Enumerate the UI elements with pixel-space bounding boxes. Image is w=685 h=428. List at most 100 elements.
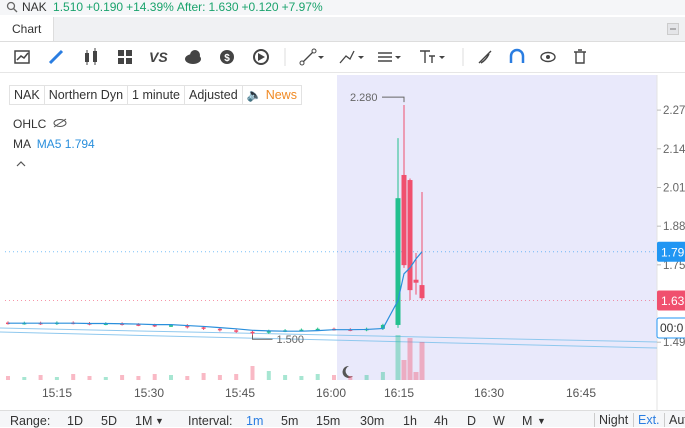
range-button[interactable]: 1M — [135, 414, 153, 428]
volume-bar — [348, 376, 353, 380]
countdown: 00:0 — [660, 321, 684, 335]
volume-bar — [87, 376, 92, 380]
volume-bar — [401, 360, 407, 380]
annotation-line — [252, 335, 273, 340]
collapse-icon[interactable] — [15, 160, 27, 168]
mode-button[interactable]: Ext. — [633, 413, 660, 427]
legend-news[interactable]: 🔈 News — [241, 85, 302, 105]
symbol: NAK — [22, 0, 47, 14]
chart-tab[interactable]: Chart — [0, 17, 55, 41]
price: 1.510 — [53, 0, 84, 14]
legend: NAK Northern Dyn 1 minute Adjusted 🔈 New… — [9, 85, 302, 105]
interval-button[interactable]: 1m — [246, 414, 264, 428]
replay-icon[interactable] — [253, 49, 269, 65]
price-tag — [657, 290, 685, 311]
ma-row: MA MA5 1.794 — [13, 137, 95, 151]
volume-bar — [185, 376, 190, 380]
interval-button[interactable]: 1h — [403, 414, 417, 428]
ma5-line — [8, 251, 423, 332]
quote-bar: NAK 1.510 +0.190 +14.39% After: 1.630 +0.120 +… — [0, 0, 685, 15]
candle-body — [299, 329, 304, 332]
interval-button[interactable]: 30m — [360, 414, 385, 428]
ohlc-label: OHLC — [13, 117, 47, 131]
legend-name[interactable]: Northern Dyn — [43, 85, 129, 105]
night-icon — [342, 365, 353, 378]
minimize-button[interactable] — [667, 23, 679, 35]
interval-button[interactable]: 4h — [434, 414, 448, 428]
after-label: After: — [176, 0, 206, 14]
magnet-tool[interactable] — [509, 48, 525, 63]
candle-body — [169, 325, 173, 327]
x-tick-label: 15:45 — [225, 386, 255, 400]
hide-icon[interactable] — [53, 118, 67, 128]
volume-bar — [120, 375, 125, 380]
volume-bar — [136, 376, 141, 380]
candle-body — [136, 324, 141, 326]
interval-button[interactable]: D — [467, 414, 477, 428]
range-label: Range: — [10, 414, 51, 428]
draw-icon[interactable] — [48, 49, 64, 65]
candle-body — [395, 198, 401, 325]
annotation-label: 1.500 — [277, 334, 305, 346]
interval-button[interactable]: M — [522, 414, 533, 428]
volume-bar — [54, 377, 59, 380]
layout-icon[interactable] — [118, 50, 132, 64]
volume-bar — [332, 375, 336, 380]
brush-tool[interactable] — [478, 50, 492, 64]
dropdown-arrow[interactable]: ▼ — [155, 416, 164, 426]
x-tick-label: 16:00 — [316, 386, 346, 400]
path-tool[interactable] — [339, 50, 364, 64]
legend-adjust[interactable]: Adjusted — [184, 85, 243, 105]
cloud-icon[interactable] — [185, 50, 201, 64]
compare-button[interactable]: VS — [149, 49, 168, 65]
legend-interval[interactable]: 1 minute — [127, 85, 185, 105]
interval-button[interactable]: 15m — [316, 414, 341, 428]
search-icon[interactable] — [6, 1, 18, 13]
bottom-bar: Range: 1D 5D 1M Interval: 1m 5m 15m 30m 1h 4h D W M ▼ ▼… — [0, 410, 685, 428]
volume-bar — [152, 374, 157, 380]
dollar-icon[interactable]: $ — [220, 50, 234, 64]
candle-body — [315, 328, 320, 331]
volume-bar — [38, 375, 43, 380]
volume-bar — [364, 375, 369, 380]
legend-symbol[interactable]: NAK — [9, 85, 45, 105]
x-tick-label: 15:30 — [134, 386, 164, 400]
candle-body — [201, 327, 206, 329]
volume-bar — [419, 342, 425, 380]
trend-line — [0, 331, 658, 349]
volume-bar — [234, 374, 239, 380]
interval-label: Interval: — [188, 414, 233, 428]
y-tick-label: 2.27 — [663, 105, 685, 117]
fib-tool[interactable] — [378, 52, 401, 62]
trend-tool[interactable] — [299, 48, 324, 66]
price-tag — [657, 241, 685, 262]
mode-button[interactable]: Aut — [664, 413, 685, 427]
volume-bar — [266, 371, 271, 380]
volume-bar — [380, 372, 385, 380]
delete-tool[interactable] — [574, 49, 586, 64]
interval-button[interactable]: 5m — [281, 414, 299, 428]
eye-tool[interactable] — [540, 51, 556, 63]
candle-body — [266, 330, 271, 333]
line-chart-icon[interactable] — [14, 50, 30, 64]
mode-button[interactable]: Night — [594, 413, 628, 427]
change: +0.190 — [86, 0, 124, 14]
range-button[interactable]: 5D — [101, 414, 117, 428]
candle-body — [234, 330, 239, 332]
candle-body — [217, 328, 222, 331]
text-tool[interactable] — [420, 50, 445, 63]
toolbar: VS $ — [0, 48, 685, 73]
candle-icon[interactable] — [85, 48, 97, 65]
x-tick-label: 16:30 — [474, 386, 504, 400]
interval-button[interactable]: W — [493, 414, 505, 428]
after-price: 1.630 — [208, 0, 239, 14]
news-label: News — [265, 88, 297, 102]
countdown-box — [656, 317, 685, 339]
candle-body — [103, 323, 108, 325]
ohlc-row: OHLC — [13, 117, 67, 131]
dropdown-arrow[interactable]: ▼ — [537, 416, 546, 426]
candle-body — [419, 285, 425, 299]
y-tick-label: 1.49 — [663, 337, 685, 349]
range-button[interactable]: 1D — [67, 414, 83, 428]
